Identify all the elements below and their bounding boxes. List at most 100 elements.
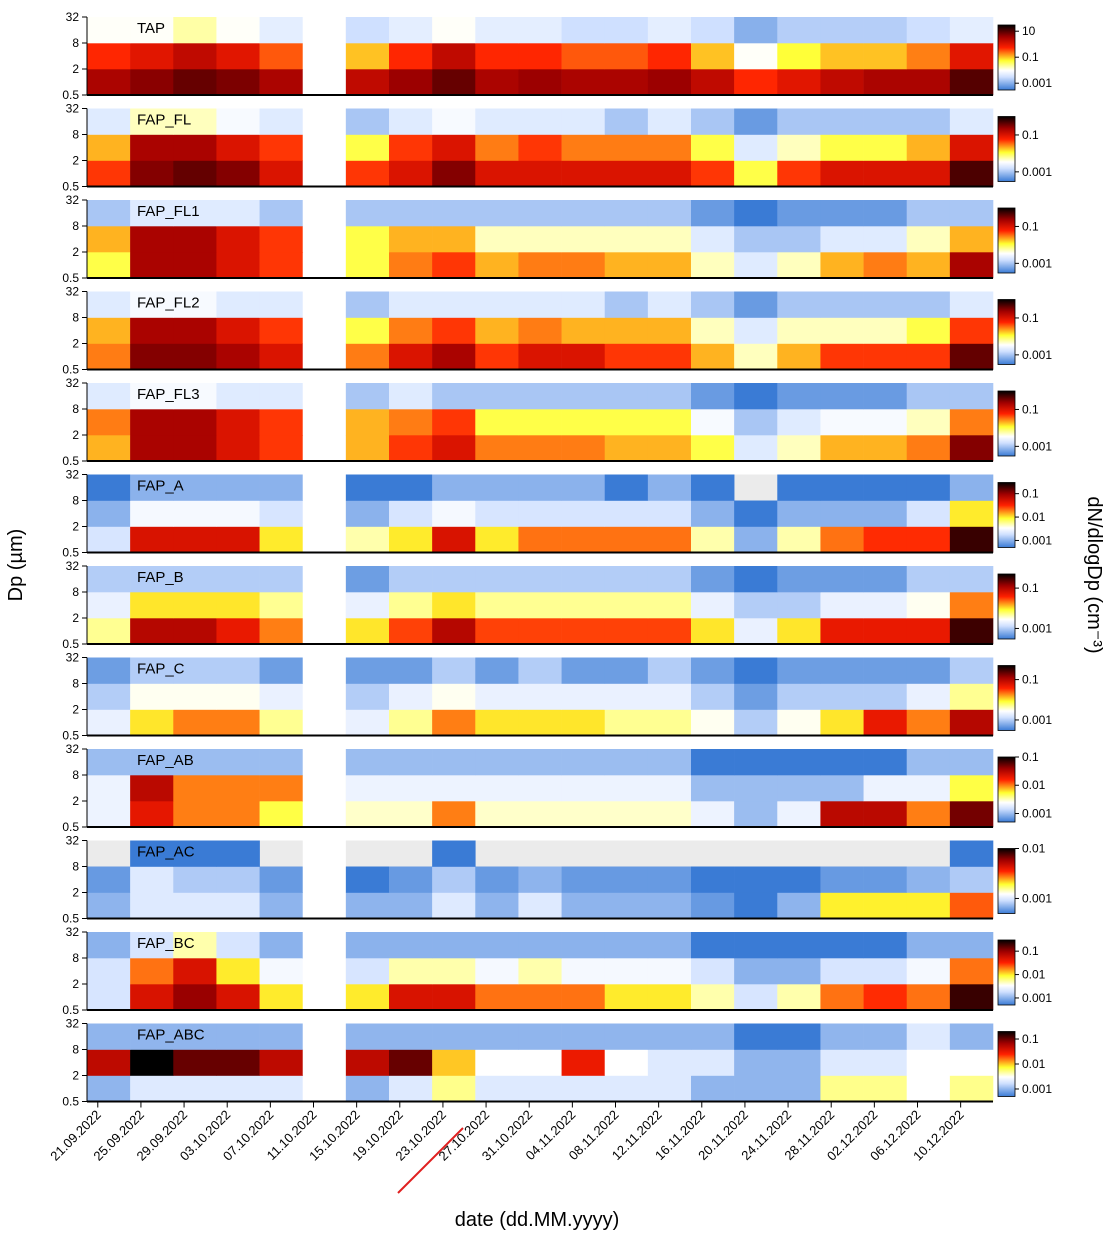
heat-cell — [820, 749, 864, 776]
heat-cell — [691, 958, 735, 985]
heat-cell — [345, 1075, 390, 1102]
heat-cell — [734, 200, 778, 227]
heat-cell — [389, 17, 433, 44]
heat-cell — [604, 200, 649, 227]
data-gap — [302, 383, 346, 409]
heat-cell — [691, 1049, 735, 1076]
heat-cell — [604, 866, 649, 893]
heat-cell — [906, 592, 951, 619]
heat-cell — [734, 134, 778, 161]
heat-cell — [389, 409, 433, 436]
heat-cell — [475, 749, 519, 776]
heat-cell — [604, 657, 649, 684]
heat-cell — [863, 500, 908, 527]
heat-cell — [432, 657, 476, 684]
heat-cell — [518, 526, 562, 553]
heat-cell — [691, 683, 735, 710]
data-gap — [302, 134, 346, 161]
heat-cell — [820, 592, 864, 619]
heat-cell — [647, 683, 692, 710]
heat-cell — [734, 17, 778, 44]
heat-cell — [87, 566, 131, 593]
heat-cell — [734, 709, 778, 736]
heat-cell — [259, 160, 304, 187]
heat-cell — [518, 801, 562, 828]
heat-cell — [345, 17, 390, 44]
heat-cell — [87, 43, 131, 70]
heat-cell — [734, 435, 778, 462]
heat-cell — [734, 526, 778, 553]
heat-cell — [604, 43, 649, 70]
panel-title: FAP_B — [137, 569, 184, 586]
heat-cell — [432, 317, 476, 344]
heat-cell — [173, 500, 217, 527]
y-tick-label: 0.5 — [62, 1095, 79, 1109]
colorbar-tick-label: 0.1 — [1022, 128, 1039, 142]
heat-cell — [777, 866, 821, 893]
heat-cell — [906, 160, 951, 187]
colorbar-tick-label: 0.1 — [1022, 487, 1039, 501]
data-gap — [302, 984, 346, 1010]
heat-cell — [389, 526, 433, 553]
heat-cell — [87, 932, 131, 959]
heat-cell — [432, 1049, 476, 1076]
heat-cell — [432, 200, 476, 227]
heat-cell — [173, 683, 217, 710]
y-tick-label: 2 — [72, 794, 79, 808]
y-tick-label: 32 — [66, 193, 80, 207]
heat-cell — [647, 43, 692, 70]
heat-cell — [820, 17, 864, 44]
heat-cell — [432, 683, 476, 710]
heat-cell — [389, 683, 433, 710]
heat-cell — [863, 866, 908, 893]
heat-cell — [691, 801, 735, 828]
heat-cell — [87, 383, 131, 410]
y-axis-label: Dp (µm) — [5, 529, 27, 602]
heat-cell — [691, 526, 735, 553]
heat-cell — [604, 435, 649, 462]
colorbar-tick-label: 0.01 — [1022, 510, 1046, 524]
heat-cell — [906, 932, 951, 959]
colorbar-tick-label: 0.1 — [1022, 750, 1039, 764]
heat-cell — [734, 383, 778, 410]
heat-cell — [734, 160, 778, 187]
heat-cell — [130, 683, 174, 710]
heat-cell — [691, 775, 735, 802]
heat-cell — [475, 108, 519, 135]
heat-cell — [216, 1023, 260, 1050]
heat-cell — [906, 108, 951, 135]
heat-cell — [949, 252, 994, 279]
heat-cell — [475, 1075, 519, 1102]
y-tick-label: 0.5 — [62, 637, 79, 651]
heat-cell — [863, 657, 908, 684]
heat-cell — [259, 618, 304, 645]
panel-title: FAP_AC — [137, 844, 195, 861]
heat-cell — [647, 775, 692, 802]
heat-cell — [949, 383, 994, 410]
colorbar — [997, 573, 1016, 640]
colorbar-label: dN/dlogDp (cm⁻³) — [1083, 496, 1105, 653]
y-tick-label: 32 — [66, 559, 80, 573]
heat-cell — [691, 657, 735, 684]
heat-cell — [647, 160, 692, 187]
heat-cell — [820, 1023, 864, 1050]
data-gap — [302, 618, 346, 644]
heat-cell — [518, 618, 562, 645]
heat-cell — [647, 108, 692, 135]
heat-cell — [130, 17, 174, 44]
heat-cell — [87, 683, 131, 710]
heat-cell — [475, 775, 519, 802]
heat-cell — [87, 749, 131, 776]
heat-cell — [820, 984, 864, 1011]
heat-cell — [561, 1075, 606, 1102]
heat-cell — [604, 683, 649, 710]
heat-cell — [432, 383, 476, 410]
y-tick-label: 2 — [72, 428, 79, 442]
heat-cell — [87, 592, 131, 619]
heat-cell — [130, 566, 174, 593]
heat-cell — [87, 134, 131, 161]
heat-cell — [259, 134, 304, 161]
heat-cell — [173, 932, 217, 959]
colorbar — [997, 1031, 1016, 1097]
heat-cell — [345, 500, 390, 527]
